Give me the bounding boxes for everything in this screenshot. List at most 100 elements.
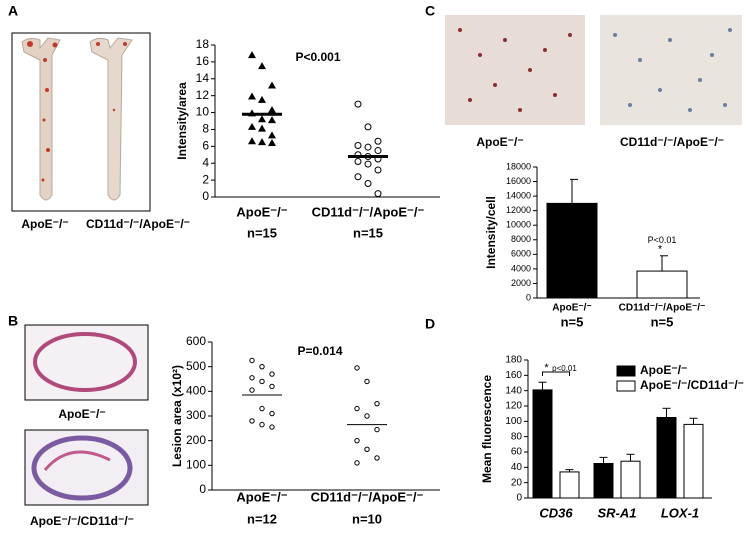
y-tick-label: 6 (202, 139, 209, 153)
bar (546, 202, 598, 299)
data-point (269, 424, 275, 430)
data-point (248, 92, 256, 100)
bar (683, 423, 704, 499)
y-tick-label: 14000 (506, 190, 531, 200)
data-point (259, 363, 265, 370)
data-point (249, 375, 255, 381)
y-tick-label: 0 (202, 189, 209, 203)
bar (620, 460, 641, 499)
y-tick-label: 500 (186, 359, 206, 373)
panel-label: B (8, 313, 18, 329)
y-tick-label: 300 (186, 408, 206, 422)
legend-label: ApoE⁻/⁻ (640, 363, 687, 377)
data-point (259, 378, 265, 385)
y-axis-label: Mean fluorescence (480, 375, 494, 483)
data-point (268, 106, 276, 114)
y-tick-label: 160 (505, 370, 522, 381)
data-point (364, 446, 370, 452)
data-point (259, 421, 265, 428)
y-tick-label: 10 (196, 105, 210, 119)
data-point (258, 115, 266, 123)
p-value: P=0.014 (297, 344, 342, 358)
y-tick-label: 140 (505, 385, 522, 396)
y-tick-label: 16000 (506, 176, 531, 186)
data-point (374, 426, 380, 433)
x-tick-label: ApoE⁻/⁻ (552, 303, 591, 314)
data-point (354, 365, 360, 371)
data-point (374, 190, 382, 198)
data-point (374, 137, 382, 145)
n-label: n=5 (651, 314, 674, 329)
y-axis-label: Intensity/cell (484, 196, 498, 269)
data-point (249, 387, 255, 393)
y-tick-label: 80 (511, 431, 523, 442)
n-label: n=15 (353, 225, 383, 240)
image-label: CD11d⁻/⁻/ApoE⁻/⁻ (86, 217, 190, 231)
data-point (248, 51, 256, 59)
annotation: P<0.01 (648, 235, 677, 245)
y-tick-label: 180 (505, 355, 522, 366)
y-tick-label: 8 (202, 122, 209, 136)
image-label: ApoE⁻/⁻/CD11d⁻/⁻ (30, 514, 134, 528)
panel-label: D (425, 316, 435, 332)
data-point (364, 123, 372, 131)
n-label: n=10 (352, 511, 382, 526)
y-axis-label: Intensity/area (175, 82, 189, 160)
y-tick-label: 4 (202, 155, 209, 169)
legend-swatch (616, 380, 636, 392)
x-tick-label: CD11d⁻/⁻/ApoE⁻/⁻ (619, 303, 706, 314)
x-tick-label: CD36 (539, 505, 573, 520)
y-tick-label: 40 (511, 462, 523, 473)
data-point (354, 100, 362, 108)
bar (656, 417, 677, 499)
data-point (258, 95, 266, 103)
data-point (268, 131, 276, 139)
data-point (249, 357, 255, 364)
y-tick-label: 16 (196, 54, 210, 68)
legend-label: ApoE⁻/⁻/CD11d⁻/⁻ (640, 378, 744, 392)
annotation: p<0.01 (552, 364, 577, 373)
data-point (374, 455, 380, 461)
y-axis-label: Lesion area (x10²) (170, 365, 184, 467)
data-point (354, 437, 360, 444)
y-tick-label: 6000 (511, 249, 531, 259)
x-tick-label: CD11d⁻/⁻/ApoE⁻/⁻ (312, 204, 425, 219)
x-tick-label: SR-A1 (597, 505, 636, 520)
n-label: n=12 (247, 511, 277, 526)
data-point (364, 143, 372, 151)
data-point (364, 179, 372, 187)
y-tick-label: 0 (516, 493, 522, 504)
data-point (354, 158, 362, 166)
y-tick-label: 0 (199, 482, 206, 496)
bar (636, 270, 688, 299)
data-point (354, 141, 362, 149)
y-tick-label: 400 (186, 384, 206, 398)
y-tick-label: 18000 (506, 161, 531, 171)
micrograph (445, 15, 742, 125)
histology-photo (24, 324, 149, 506)
image-label: ApoE⁻/⁻ (476, 135, 523, 149)
data-point (364, 413, 370, 419)
x-tick-label: CD11d⁻/⁻/ApoE⁻/⁻ (311, 489, 424, 504)
image-label: ApoE⁻/⁻ (58, 407, 105, 421)
y-tick-label: 8000 (511, 234, 531, 244)
bar (593, 463, 614, 499)
data-point (374, 147, 382, 155)
data-point (268, 138, 276, 146)
y-tick-label: 0 (526, 292, 531, 302)
y-tick-label: 18 (196, 37, 210, 51)
bar (559, 471, 580, 499)
panel-label: A (8, 3, 18, 19)
x-tick-label: LOX-1 (661, 505, 699, 520)
data-point (269, 383, 275, 390)
data-point (268, 116, 276, 124)
data-point (258, 138, 266, 146)
data-point (259, 405, 265, 412)
data-point (248, 122, 256, 130)
data-point (269, 371, 275, 377)
y-tick-label: 2000 (511, 278, 531, 288)
y-tick-label: 14 (196, 71, 210, 85)
annotation: * (658, 244, 663, 256)
y-tick-label: 2 (202, 172, 209, 186)
